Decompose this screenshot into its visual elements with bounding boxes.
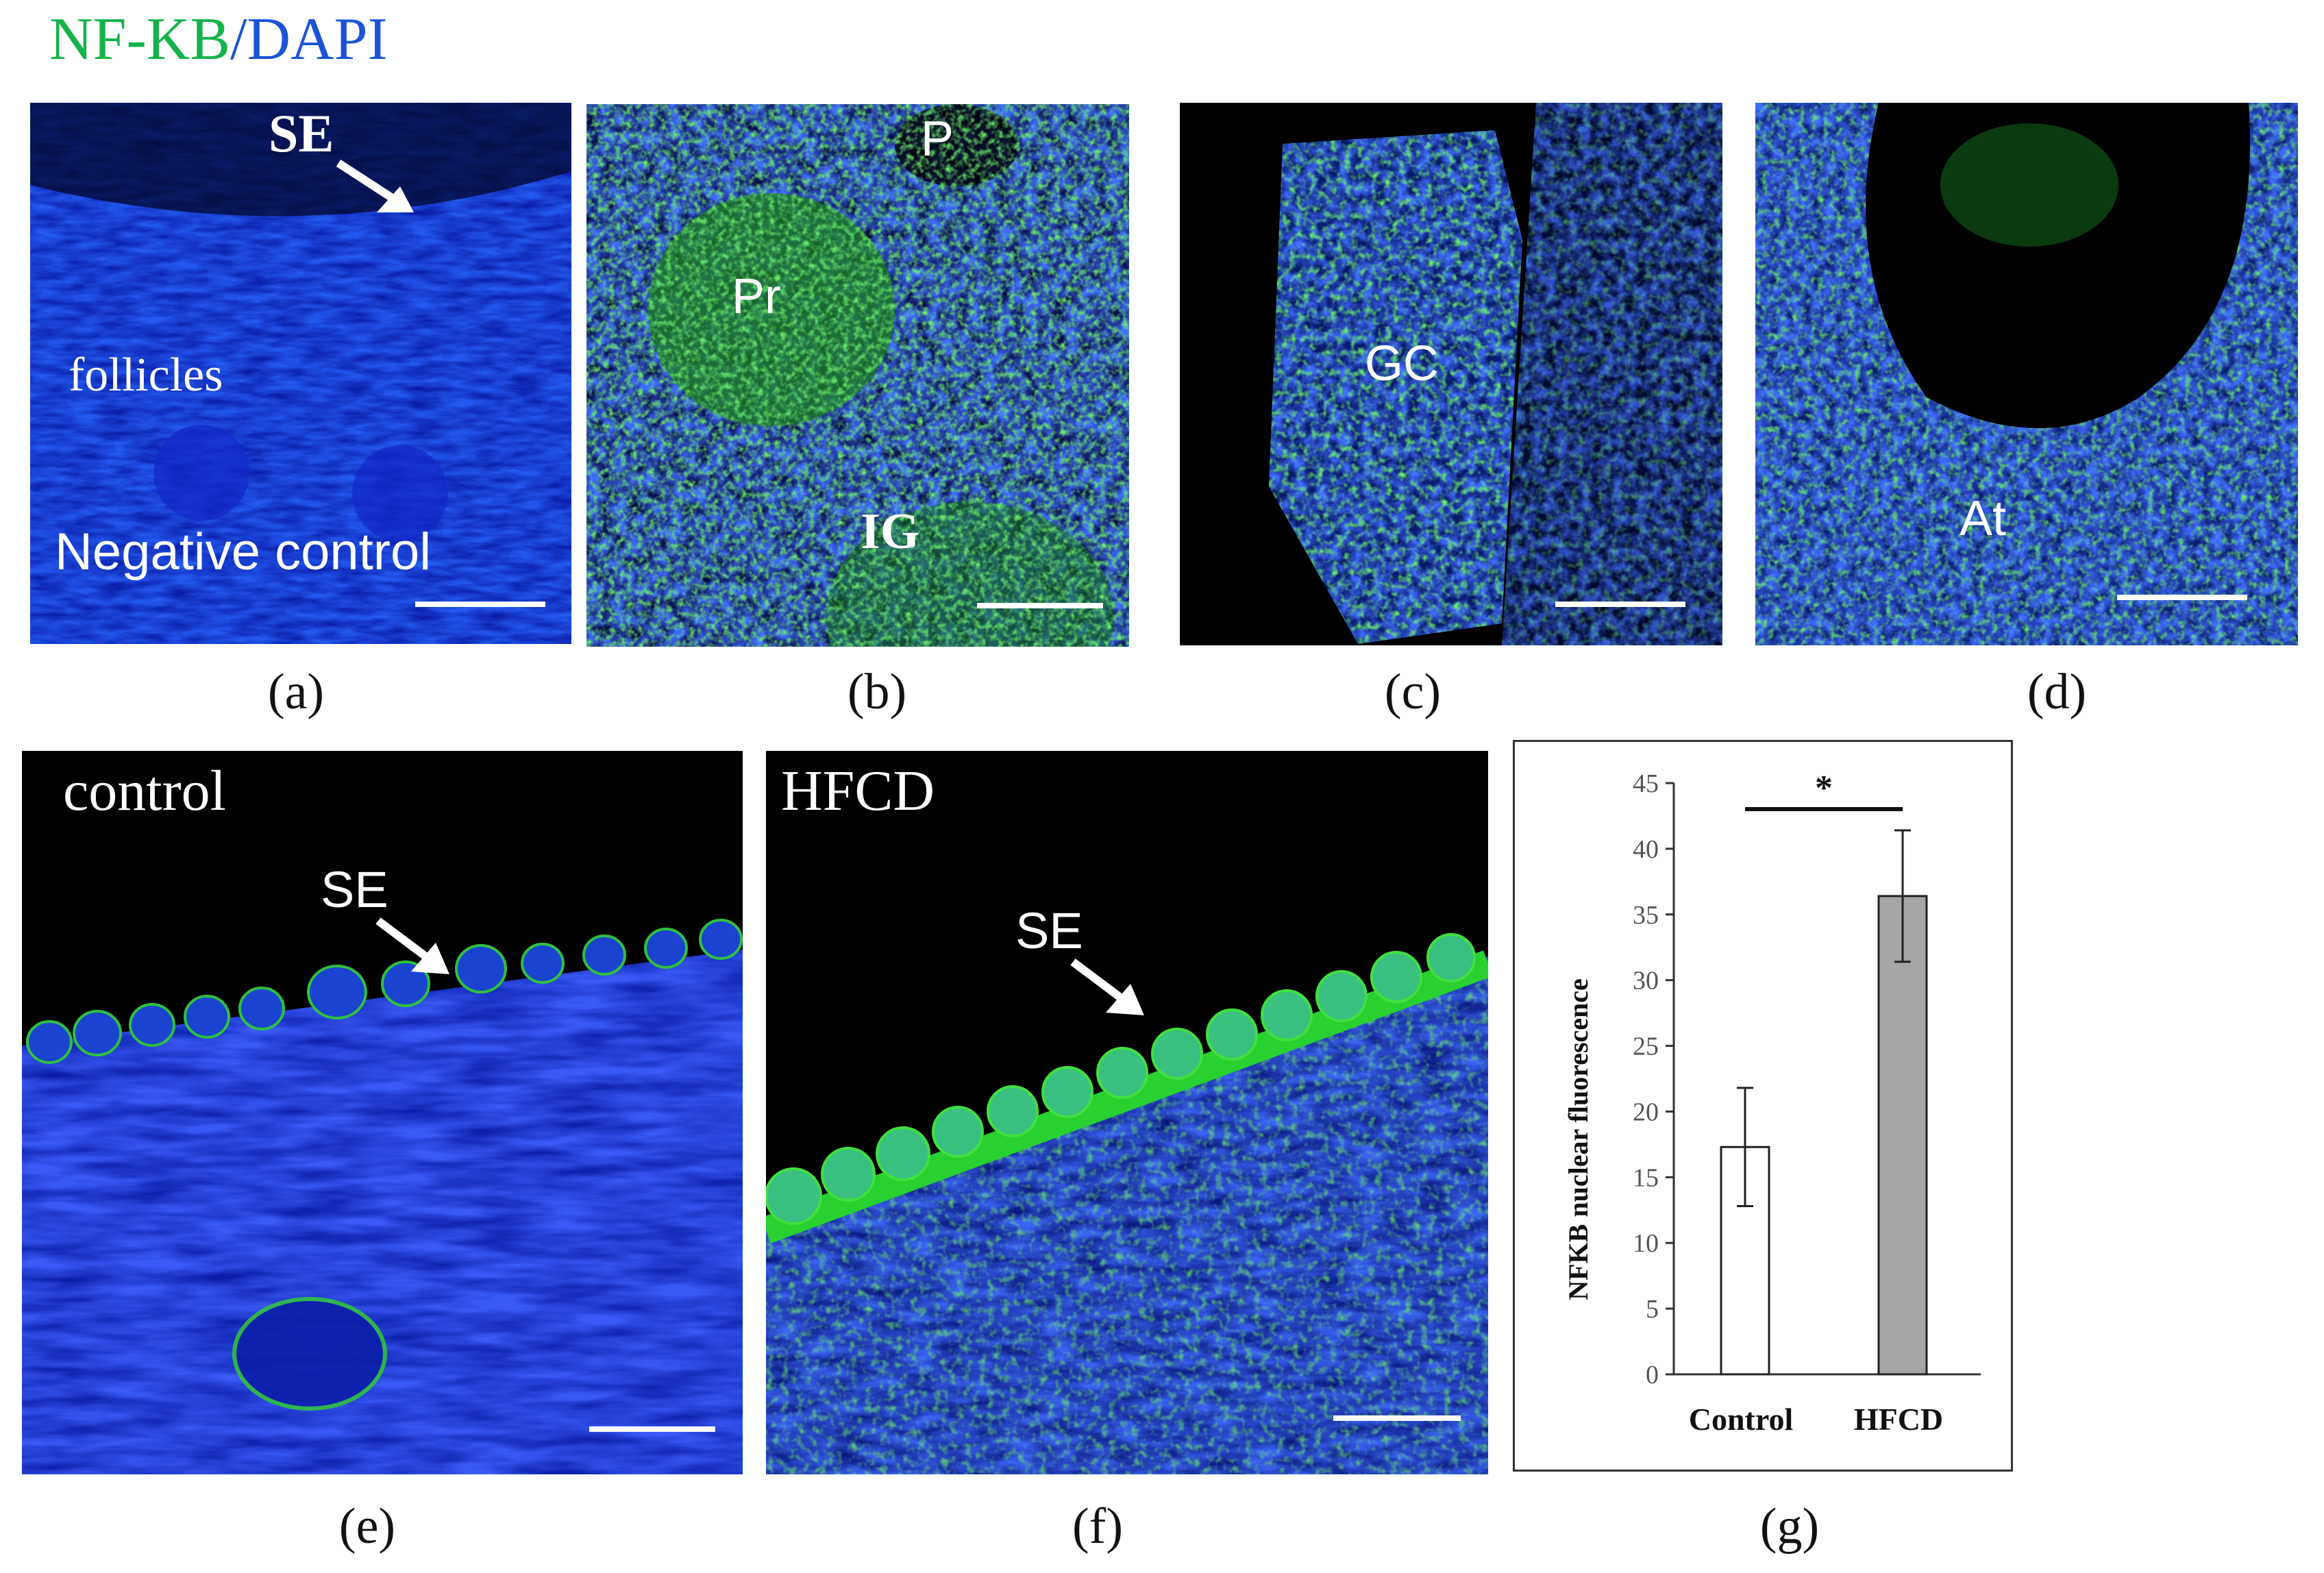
panel-a-negative-label: Negative control: [55, 523, 432, 581]
panel-e-scalebar: [589, 1426, 715, 1432]
panel-c-gc-label: GC: [1365, 336, 1439, 391]
panel-g-chart: NFKB nuclear fluorescence 0 5 10 15 20 25 30 35…: [1513, 740, 2013, 1472]
panel-c-caption: (c): [1384, 664, 1442, 720]
panel-e-se-label: SE: [321, 861, 388, 918]
panel-c-image: GC: [1180, 103, 1722, 645]
panel-b-micrograph: [586, 104, 1129, 647]
y-tick-label: 40: [1633, 835, 1659, 864]
y-tick-label: 15: [1633, 1163, 1659, 1192]
figure-title: NF-KB/DAPI: [49, 10, 388, 70]
panel-b-image: P Pr IG: [586, 104, 1129, 647]
panel-d-image: At: [1755, 103, 2298, 645]
panel-a-micrograph: [30, 103, 571, 644]
y-tick-label: 30: [1633, 967, 1659, 995]
title-separator: /: [230, 6, 247, 73]
panel-b-p-label: P: [921, 112, 954, 166]
panel-b-scalebar: [977, 603, 1103, 608]
bar-hfcd: [1877, 895, 1928, 1376]
panel-f-image: HFCD SE: [766, 751, 1488, 1474]
panel-d-at-label: At: [1960, 491, 2007, 546]
title-dapi: DAPI: [247, 6, 388, 73]
y-tick-label: 0: [1646, 1361, 1659, 1389]
y-tick-label: 25: [1633, 1032, 1659, 1061]
bar-chart-svg: NFKB nuclear fluorescence 0 5 10 15 20 25 30 35…: [1563, 769, 1981, 1437]
panel-a-arrow-icon: [336, 159, 414, 212]
panel-d-scalebar: [2117, 595, 2247, 600]
y-tick-label: 10: [1633, 1229, 1659, 1258]
x-category-label: HFCD: [1854, 1402, 1943, 1437]
panel-a-image: SE follicles Negative control: [30, 103, 571, 644]
panel-a-caption: (a): [267, 664, 325, 720]
panel-e-micrograph: [22, 751, 743, 1474]
panel-d-caption: (d): [2027, 664, 2087, 720]
y-tick-label: 20: [1633, 1098, 1659, 1126]
panel-b-ig-label: IG: [861, 504, 920, 560]
panel-f-scalebar: [1333, 1415, 1461, 1421]
panel-e-caption: (e): [338, 1498, 396, 1555]
panel-f-title: HFCD: [781, 759, 935, 823]
y-axis-label: NFKB nuclear fluorescence: [1563, 978, 1594, 1300]
panel-d-micrograph: [1755, 103, 2298, 645]
panel-f-micrograph: [766, 751, 1488, 1474]
panel-e-title: control: [63, 759, 226, 823]
panel-f-caption: (f): [1072, 1498, 1123, 1555]
panel-e-arrow-icon: [375, 917, 449, 974]
panel-f-arrow-icon: [1070, 958, 1144, 1015]
panel-c-micrograph: [1180, 103, 1722, 645]
y-tick-label: 35: [1633, 901, 1659, 930]
y-tick-label: 5: [1646, 1295, 1659, 1324]
panel-b-caption: (b): [847, 664, 907, 720]
x-category-label: Control: [1689, 1402, 1794, 1437]
panel-a-follicles-label: follicles: [69, 349, 223, 401]
panel-a-se-label: SE: [269, 103, 334, 163]
panel-c-scalebar: [1555, 602, 1685, 607]
y-tick-label: 45: [1633, 769, 1659, 798]
panel-b-pr-label: Pr: [732, 269, 781, 324]
significance-star: *: [1815, 769, 1833, 808]
panel-a-scalebar: [415, 602, 545, 607]
title-nfkb: NF-KB: [49, 6, 231, 73]
panel-e-image: control SE: [22, 751, 743, 1474]
panel-g-caption: (g): [1759, 1498, 1820, 1555]
panel-f-se-label: SE: [1015, 902, 1083, 959]
